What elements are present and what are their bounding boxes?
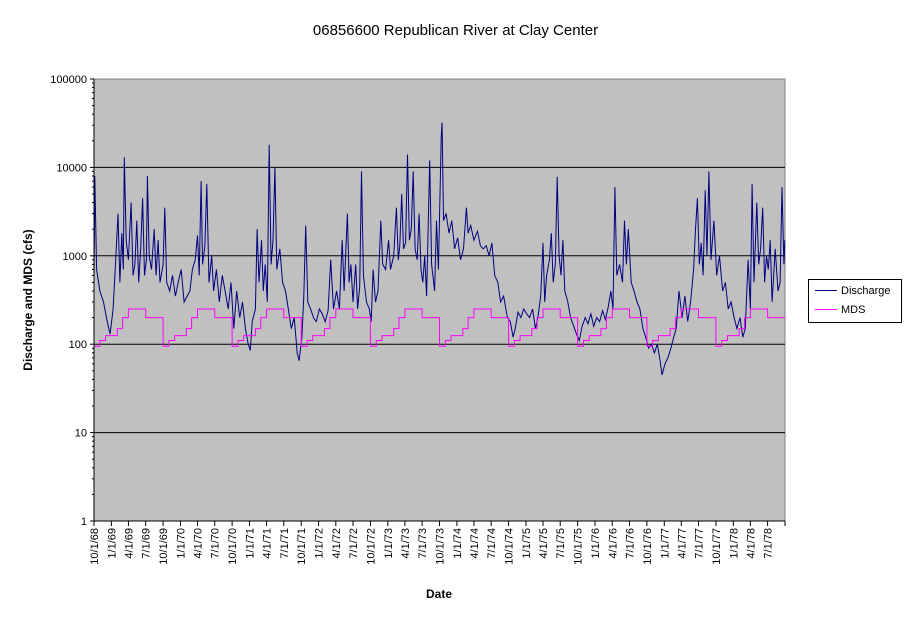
- chart-title: 06856600 Republican River at Clay Center: [312, 22, 599, 39]
- x-tick-label: 10/1/69: [158, 528, 170, 565]
- x-tick-label: 10/1/75: [573, 528, 585, 565]
- x-tick-label: 4/1/70: [192, 528, 204, 559]
- y-tick-label: 1000: [63, 251, 87, 263]
- x-tick-label: 4/1/74: [469, 528, 481, 559]
- x-tick-label: 4/1/78: [745, 528, 757, 559]
- x-tick-label: 4/1/75: [538, 528, 550, 559]
- x-tick-label: 10/1/71: [296, 528, 308, 565]
- x-tick-label: 4/1/76: [607, 528, 619, 559]
- legend-entry-mds: MDS: [815, 303, 865, 317]
- legend-label-mds: MDS: [841, 304, 866, 316]
- legend-swatch-discharge: [815, 289, 837, 291]
- x-tick-label: 7/1/70: [210, 528, 222, 559]
- y-tick-label: 100000: [50, 74, 87, 86]
- x-tick-label: 4/1/69: [123, 528, 135, 559]
- y-tick-label: 100: [69, 339, 87, 351]
- x-tick-label: 1/1/69: [106, 528, 118, 559]
- x-tick-label: 7/1/77: [694, 528, 706, 559]
- x-tick-label: 1/1/71: [245, 528, 257, 559]
- y-tick-label: 1: [81, 516, 87, 528]
- x-tick-label: 4/1/71: [262, 528, 274, 559]
- x-tick-label: 1/1/70: [175, 528, 187, 559]
- x-tick-label: 10/1/77: [711, 528, 723, 565]
- x-tick-label: 1/1/74: [452, 528, 464, 559]
- x-tick-label: 4/1/72: [331, 528, 343, 559]
- x-tick-label: 7/1/72: [348, 528, 360, 559]
- x-tick-label: 10/1/68: [89, 528, 101, 565]
- x-tick-label: 1/1/75: [521, 528, 533, 559]
- x-tick-label: 1/1/78: [728, 528, 740, 559]
- x-tick-label: 7/1/76: [624, 528, 636, 559]
- legend-swatch-mds: [815, 308, 837, 310]
- x-tick-label: 10/1/76: [642, 528, 654, 565]
- x-tick-label: 7/1/75: [555, 528, 567, 559]
- y-tick-label: 10: [75, 428, 87, 440]
- plot-area: [93, 78, 786, 522]
- x-tick-label: 10/1/72: [365, 528, 377, 565]
- x-tick-label: 7/1/71: [279, 528, 291, 559]
- x-tick-label: 7/1/69: [141, 528, 153, 559]
- gridlines: [94, 166, 785, 434]
- x-tick-label: 7/1/74: [486, 528, 498, 559]
- x-tick-label: 10/1/73: [435, 528, 447, 565]
- legend-entry-discharge: Discharge: [815, 284, 891, 298]
- axes: 1 10 100 1000 10000 100000 10/1/68 1/1/69 4/1/69…: [50, 74, 786, 565]
- series-layer: [93, 122, 786, 376]
- x-tick-label: 4/1/73: [400, 528, 412, 559]
- x-tick-label: 1/1/72: [314, 528, 326, 559]
- x-tick-label: 4/1/77: [676, 528, 688, 559]
- y-tick-label: 10000: [56, 162, 87, 174]
- x-tick-label: 1/1/77: [659, 528, 671, 559]
- x-tick-label: 10/1/74: [504, 528, 516, 565]
- legend-label-discharge: Discharge: [841, 285, 891, 297]
- series-line-mds: [94, 308, 785, 347]
- x-tick-label: 7/1/78: [763, 528, 775, 559]
- x-tick-label: 1/1/76: [590, 528, 602, 559]
- legend: Discharge MDS: [808, 279, 902, 323]
- series-line-discharge: [93, 122, 786, 376]
- x-tick-label: 7/1/73: [417, 528, 429, 559]
- x-tick-label: 10/1/70: [227, 528, 239, 565]
- x-axis-label: Date: [425, 587, 453, 601]
- x-tick-label: 1/1/73: [383, 528, 395, 559]
